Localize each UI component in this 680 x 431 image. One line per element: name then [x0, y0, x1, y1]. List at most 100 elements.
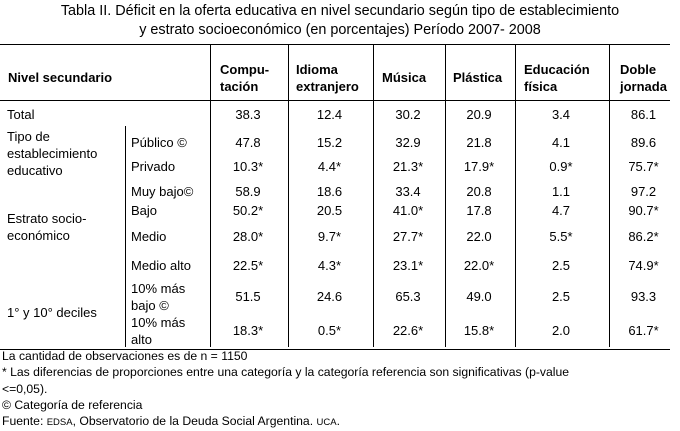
column-divider-5 — [445, 44, 446, 347]
group-label-2-line-2: establecimiento — [7, 146, 98, 161]
significance-note-line-2: <=0,05). — [2, 381, 48, 396]
column-header-6-line-2: jornada — [620, 79, 667, 94]
group-label-3: Estrato socio- — [7, 211, 87, 226]
table-cell: 12.4 — [316, 107, 343, 122]
table-cell: 3.4 — [551, 107, 571, 122]
column-header-3: Música — [382, 70, 427, 85]
column-header-1-line-2: tación — [220, 79, 259, 94]
table-cell: 90.7* — [628, 203, 659, 218]
table-cell: 15.2 — [316, 135, 343, 150]
table-cell: 86.1 — [630, 107, 657, 122]
table-cell: 30.2 — [395, 107, 421, 122]
column-divider-2 — [210, 44, 211, 347]
column-divider-7 — [609, 44, 610, 347]
table-cell: 41.0* — [392, 203, 424, 218]
table-cell: 75.7* — [628, 159, 659, 174]
table-cell: 20.5 — [316, 203, 343, 218]
table-cell: 21.8 — [466, 135, 492, 150]
column-divider-3 — [288, 44, 289, 347]
table-cell: 17.8 — [466, 203, 492, 218]
column-header-1: Compu- — [220, 62, 270, 77]
table-cell: 32.9 — [395, 135, 421, 150]
table-cell: 4.3* — [317, 258, 342, 273]
table-cell: 86.2* — [628, 229, 659, 244]
table-cell: 33.4 — [395, 184, 421, 199]
table-cell: 22.5* — [232, 258, 264, 273]
group-label-2-line-3: educativo — [7, 163, 63, 178]
table-cell: 18.3* — [232, 323, 264, 338]
table-rule-3 — [0, 349, 670, 350]
table-rule-1 — [0, 44, 670, 45]
title-line-2: y estrato socioeconómico (en porcentajes… — [139, 22, 541, 38]
table-cell: 22.6* — [392, 323, 424, 338]
table-cell: 93.3 — [630, 289, 657, 304]
source-edsa: EDSA — [46, 417, 73, 429]
observations-note: La cantidad de observaciones es de n = 1… — [2, 349, 248, 363]
group-label-3-line-2: económico — [7, 228, 70, 243]
group-label-4: 1° y 10° deciles — [7, 305, 97, 320]
table-cell: 23.1* — [392, 258, 424, 273]
title-line-1: Tabla II. Déficit en la oferta educativa… — [60, 3, 620, 19]
group-label-2: Tipo de — [7, 129, 50, 144]
table-cell: 50.2* — [232, 203, 264, 218]
row-label-3: Privado — [131, 159, 176, 174]
table-cell: 49.0 — [466, 289, 492, 304]
table-cell: 20.8 — [466, 184, 492, 199]
table-cell: 4.1 — [551, 135, 571, 150]
table-cell: 4.7 — [551, 203, 571, 218]
column-header-6: Doble — [620, 62, 657, 77]
table-cell: 21.3* — [392, 159, 424, 174]
source-note: Fuente: EDSA, Observatorio de la Deuda S… — [2, 414, 340, 429]
table-cell: 2.5 — [551, 289, 571, 304]
table-cell: 18.6 — [316, 184, 343, 199]
table-cell: 24.6 — [316, 289, 343, 304]
table-cell: 2.5 — [551, 258, 571, 273]
table-title: Tabla II. Déficit en la oferta educativa… — [0, 2, 680, 40]
table-cell: 61.7* — [628, 323, 659, 338]
table-rule-2 — [0, 100, 670, 101]
column-header-2-line-2: extranjero — [296, 79, 359, 94]
column-header-2: Idioma — [296, 62, 338, 77]
table-cell: 47.8 — [235, 135, 261, 150]
table-cell: 89.6 — [630, 135, 657, 150]
table-cell: 4.4* — [317, 159, 342, 174]
row-label-7: Medio alto — [131, 258, 191, 273]
row-label-8: 10% más — [131, 281, 186, 296]
table-cell: 0.5* — [317, 323, 342, 338]
table-cell: 28.0* — [232, 229, 264, 244]
table-cell: 22.0 — [466, 229, 492, 244]
column-header-5: Educación — [524, 62, 590, 77]
table-cell: 51.5 — [235, 289, 261, 304]
table-cell: 20.9 — [466, 107, 492, 122]
table-cell: 15.8* — [463, 323, 495, 338]
table-notes: La cantidad de observaciones es de n = 1… — [2, 348, 569, 431]
table-cell: 9.7* — [317, 229, 342, 244]
row-label-4: Muy bajo© — [131, 184, 194, 199]
table-cell: 74.9* — [628, 258, 659, 273]
row-label-9: 10% más — [131, 315, 186, 330]
source-uca: UCA — [316, 417, 337, 429]
table-cell: 17.9* — [463, 159, 495, 174]
column-divider-1 — [125, 126, 126, 347]
column-header-5-line-2: física — [524, 79, 558, 94]
row-label-5: Bajo — [131, 203, 158, 218]
stub-header: Nivel secundario — [8, 70, 113, 85]
table-cell: 65.3 — [395, 289, 421, 304]
row-label-2: Público © — [131, 135, 187, 150]
column-header-4: Plástica — [453, 70, 503, 85]
group-label-1: Total — [7, 107, 35, 122]
table-cell: 0.9* — [549, 159, 573, 174]
table-cell: 22.0* — [463, 258, 495, 273]
table-cell: 1.1 — [551, 184, 571, 199]
table-cell: 27.7* — [392, 229, 424, 244]
column-divider-6 — [515, 44, 516, 347]
table-cell: 5.5* — [549, 229, 573, 244]
row-label-9-line-2: alto — [131, 332, 152, 347]
table-cell: 97.2 — [630, 184, 657, 199]
row-label-8-line-2: bajo © — [131, 298, 169, 313]
table-cell: 10.3* — [232, 159, 264, 174]
table-cell: 38.3 — [235, 107, 261, 122]
table-cell: 58.9 — [235, 184, 261, 199]
table-cell: 2.0 — [551, 323, 571, 338]
significance-note-line-1: * Las diferencias de proporciones entre … — [2, 365, 570, 380]
